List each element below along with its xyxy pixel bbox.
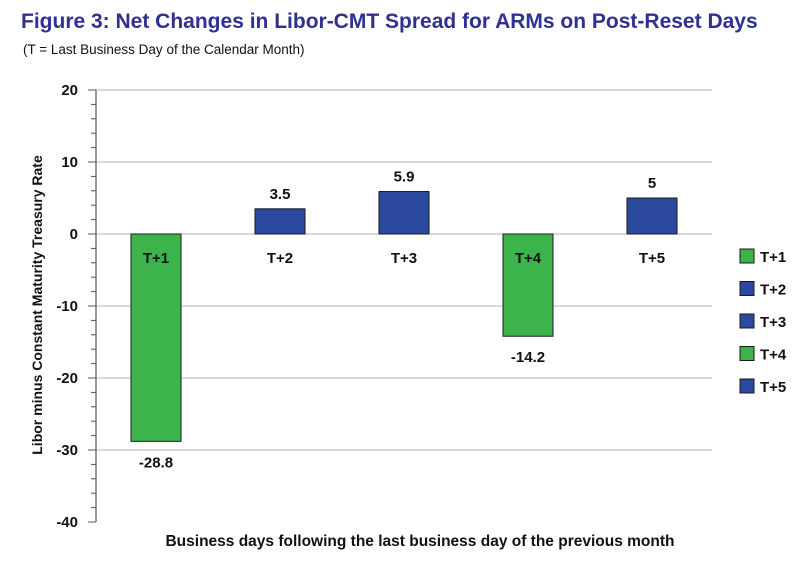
bars [130,191,678,442]
legend: T+1 T+2 T+3 T+4 T+5 [739,248,787,396]
bar-tplus5 [626,197,678,235]
bar-tplus1 [130,233,182,442]
chart-subtitle: (T = Last Business Day of the Calendar M… [23,42,305,57]
data-label: -14.2 [511,349,545,366]
legend-label: T+5 [760,379,786,396]
legend-label: T+2 [760,282,786,299]
y-tick-label: 10 [61,154,78,171]
category-label: T+5 [639,250,665,267]
axes: 20 10 0 -10 -20 -30 -40 [56,82,97,531]
data-label: 5.9 [394,169,415,186]
y-tick-label: -30 [56,442,78,459]
y-tick-label: 0 [70,226,78,243]
category-label: T+1 [143,250,169,267]
category-label: T+4 [515,250,542,267]
y-axis-label: Libor minus Constant Maturity Treasury R… [29,155,45,455]
data-label: 3.5 [270,186,291,203]
data-labels: T+1 -28.8 T+2 3.5 T+3 5.9 T+4 -14.2 T+5 5 [139,169,665,472]
y-tick-label: -10 [56,298,78,315]
legend-label: T+4 [760,347,787,364]
legend-swatch [739,346,755,361]
data-label: 5 [648,175,656,192]
y-tick-label: -20 [56,370,78,387]
gridlines [96,89,712,451]
legend-swatch [739,378,755,394]
y-tick-label: -40 [56,514,78,531]
bar-tplus3 [378,191,430,235]
legend-swatch [739,248,755,264]
x-axis-label: Business days following the last busines… [165,533,674,550]
legend-label: T+1 [760,249,786,266]
chart-title: Figure 3: Net Changes in Libor-CMT Sprea… [21,10,758,33]
y-tick-label: 20 [61,82,78,99]
legend-swatch [739,281,755,296]
legend-swatch [739,313,755,329]
data-label: -28.8 [139,454,173,471]
bar-tplus2 [254,208,306,235]
category-label: T+2 [267,250,293,267]
category-label: T+3 [391,250,417,267]
bar-tplus4 [502,233,554,337]
legend-label: T+3 [760,314,786,331]
